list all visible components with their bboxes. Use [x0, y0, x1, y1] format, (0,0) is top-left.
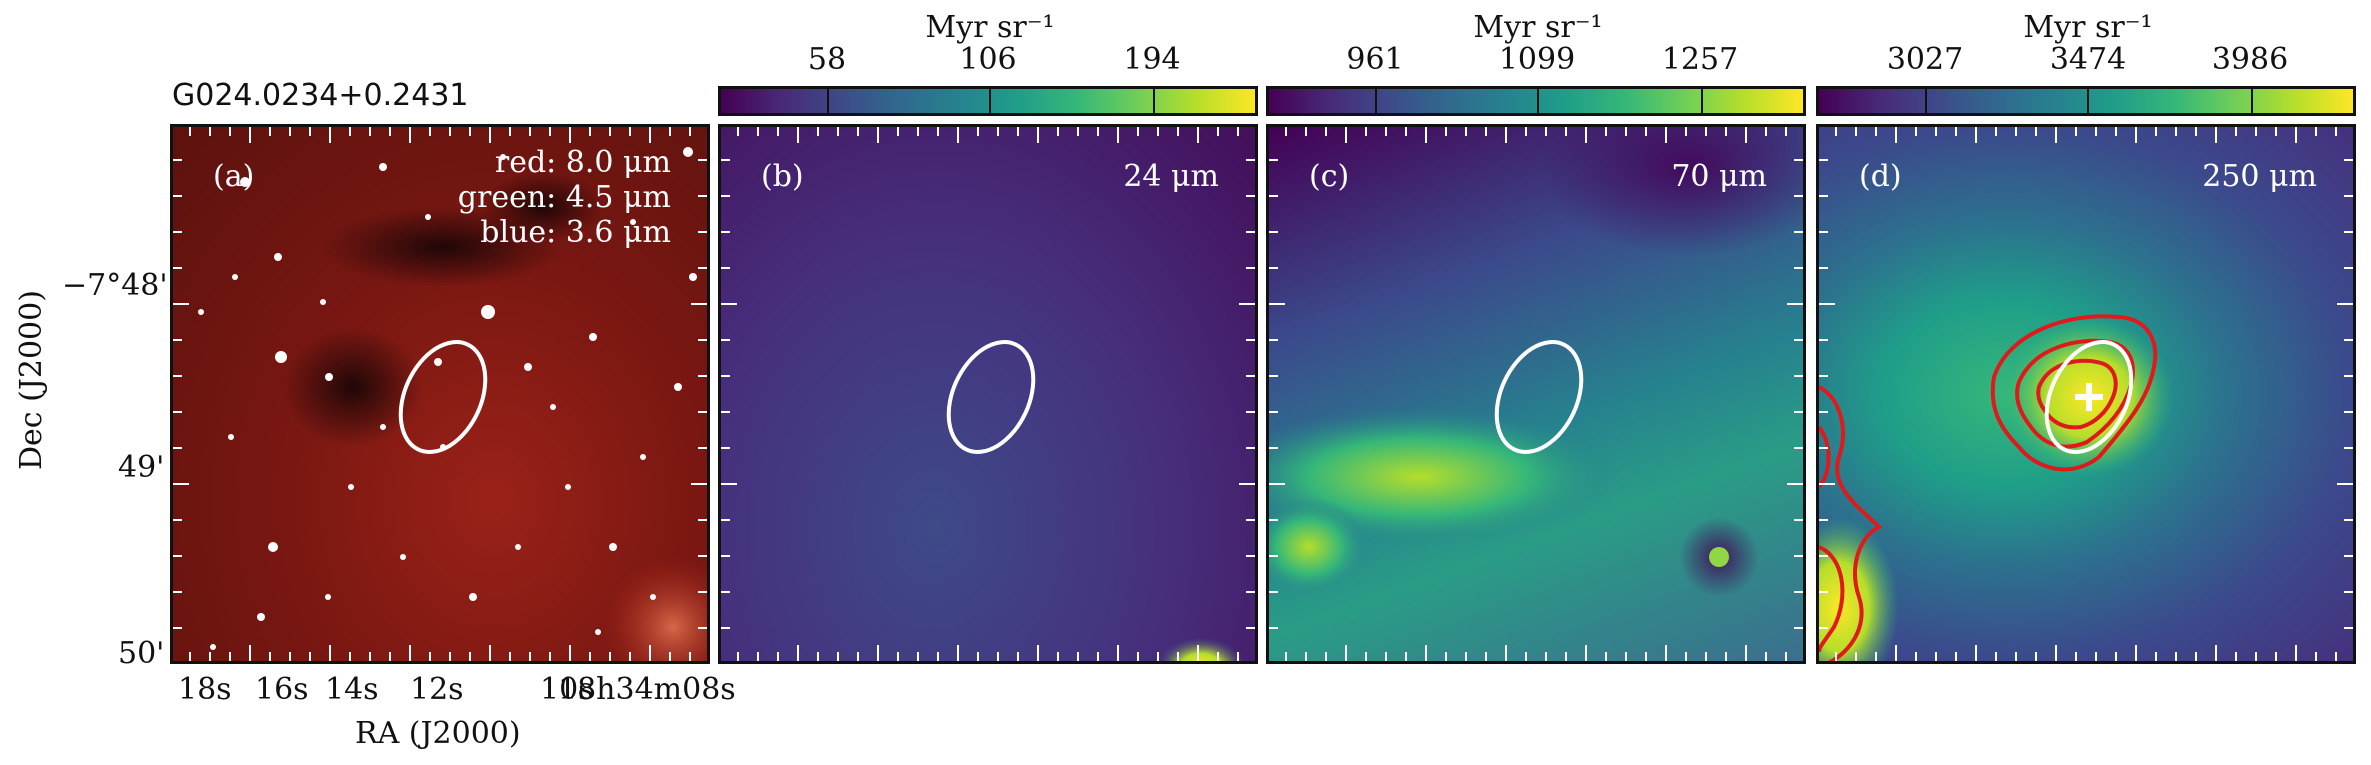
ra-tick-12s: 12s [410, 672, 464, 707]
colorbar-d-unit: Myr sr⁻¹ [2023, 10, 2153, 45]
colorbar-d-tick-1: 3027 [1886, 42, 1964, 77]
panel-b-24um-image: (b) 24 μm [718, 124, 1258, 664]
panel-d-overlay [1819, 314, 2174, 661]
panel-d-wavelength: 250 μm [2202, 159, 2317, 194]
panel-d-250um-image: (d) 250 μm [1816, 124, 2356, 664]
panel-d-cross-marker [2075, 383, 2103, 411]
panel-a-legend: red: 8.0 μm green: 4.5 μm blue: 3.6 μm [458, 145, 671, 250]
colorbar-b-tick-2: 106 [959, 42, 1017, 77]
colorbar-c-unit: Myr sr⁻¹ [1473, 10, 1603, 45]
colorbar-d-tick-3: 3986 [2211, 42, 2289, 77]
y-axis-title: Dec (J2000) [14, 290, 49, 470]
panel-c-70um-image: (c) 70 μm [1266, 124, 1806, 664]
panel-c-overlay [1269, 127, 1803, 597]
colorbar-b-unit: Myr sr⁻¹ [925, 10, 1055, 45]
panel-d-contours [1819, 314, 2158, 661]
dec-tick-48: −7°48' [62, 268, 168, 303]
ra-tick-10s: 10s [540, 672, 594, 707]
panel-b-label: (b) [761, 159, 804, 194]
panel-b-overlay [946, 340, 1246, 661]
dec-tick-49: 49' [118, 450, 165, 485]
panel-d-aperture-ellipse [2044, 340, 2134, 454]
legend-red: red: 8.0 μm [494, 145, 671, 180]
colorbar-b-tick-3: 194 [1123, 42, 1181, 77]
panel-d-label: (d) [1859, 159, 1902, 194]
panel-a-aperture-ellipse [398, 340, 488, 454]
panel-c-label: (c) [1309, 159, 1350, 194]
colorbar-d-gradient [1816, 86, 2356, 116]
panel-b-wavelength: 24 μm [1123, 159, 1219, 194]
legend-blue: blue: 3.6 μm [480, 215, 671, 250]
colorbar-c-tick-1: 961 [1346, 42, 1404, 77]
legend-green: green: 4.5 μm [457, 180, 671, 215]
ra-tick-18s: 18s [178, 672, 232, 707]
panel-c-wavelength: 70 μm [1671, 159, 1767, 194]
panel-c-aperture-ellipse [1494, 340, 1584, 454]
colorbar-c-gradient [1266, 86, 1806, 116]
panel-a-label: (a) [213, 159, 255, 194]
ra-tick-18h34m08s: 18h34m08s [558, 672, 736, 707]
source-name: G024.0234+0.2431 [172, 78, 469, 113]
colorbar-b-tick-1: 58 [807, 42, 847, 77]
panel-a-overlay [198, 147, 707, 661]
colorbar-b-gradient [718, 86, 1258, 116]
dec-tick-50: 50' [118, 636, 165, 671]
colorbar-d-tick-2: 3474 [2049, 42, 2127, 77]
panel-b-aperture-ellipse [946, 340, 1036, 454]
colorbar-c-tick-2: 1099 [1498, 42, 1576, 77]
x-axis-title: RA (J2000) [355, 716, 521, 751]
ra-tick-14s: 14s [325, 672, 379, 707]
ra-tick-16s: 16s [255, 672, 309, 707]
colorbar-c-tick-3: 1257 [1661, 42, 1739, 77]
panel-a-rgb-image: (a) red: 8.0 μm green: 4.5 μm blue: 3.6 … [170, 124, 710, 664]
